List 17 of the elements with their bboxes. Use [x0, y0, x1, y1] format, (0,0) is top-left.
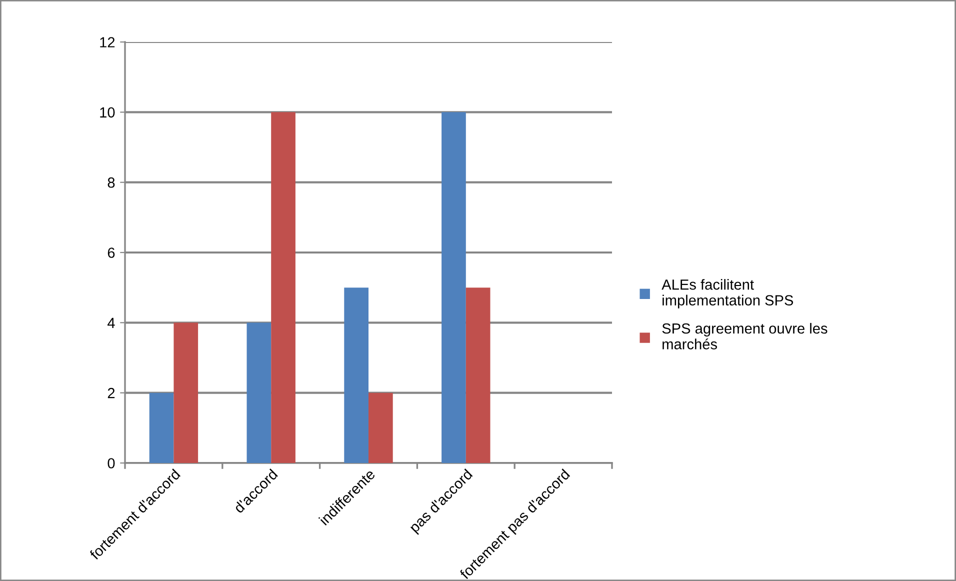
bar: [271, 112, 296, 463]
y-tick-label: 2: [108, 388, 115, 398]
y-tick-label: 0: [108, 458, 115, 468]
y-tick-label: 6: [108, 248, 115, 258]
y-tick-label: 12: [100, 37, 115, 48]
bar: [246, 322, 272, 463]
bar: [344, 288, 368, 463]
bar: [174, 322, 198, 463]
y-tick-label: 4: [108, 318, 115, 328]
legend-label: ALEs facilitent implementation SPS: [662, 279, 794, 308]
bar: [149, 392, 174, 463]
y-tick-label: 8: [108, 177, 115, 188]
y-tick-label: 10: [100, 107, 115, 118]
bar: [368, 392, 393, 463]
bar: [442, 112, 466, 463]
bar: [466, 288, 490, 463]
legend-label: SPS agreement ouvre les marchés: [662, 322, 828, 350]
